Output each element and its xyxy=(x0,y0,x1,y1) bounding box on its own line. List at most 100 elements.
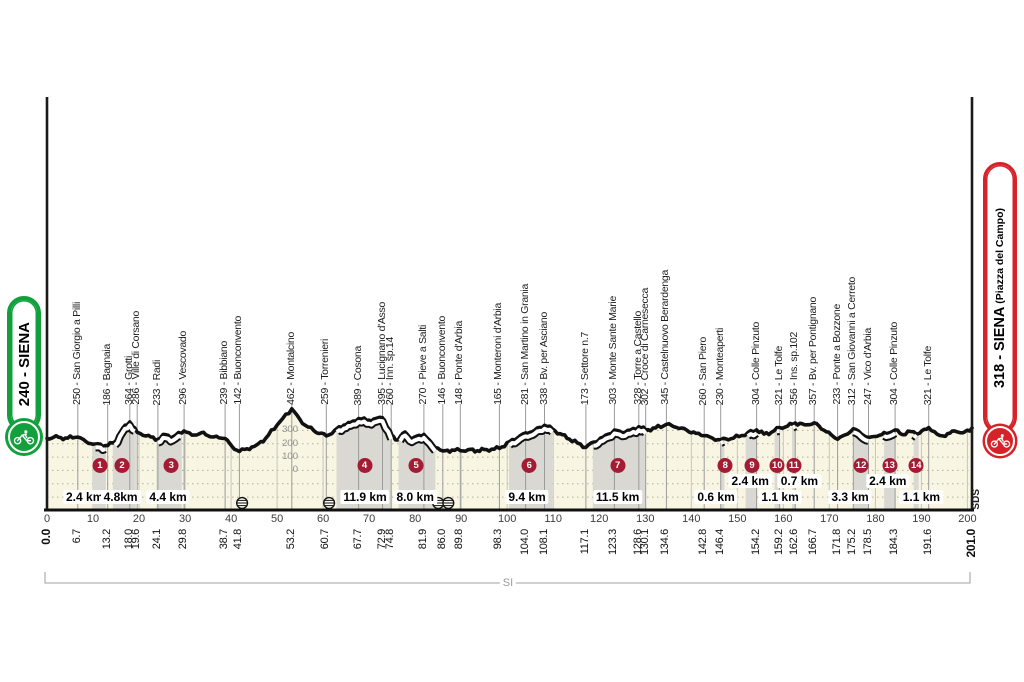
gravel-sector-overlay-gap xyxy=(95,445,106,452)
distance-label: 184.3 xyxy=(888,529,901,556)
axis-tick-label: 150 xyxy=(728,513,747,525)
gravel-sector-length: 1.1 km xyxy=(899,490,944,504)
axis-tick-label: 120 xyxy=(590,513,609,525)
distance-label: 81.9 xyxy=(416,529,429,550)
axis-tick-label: 160 xyxy=(774,513,793,525)
gravel-sector-overlay-gap xyxy=(746,431,758,438)
gravel-sector-length: 4.4 km xyxy=(146,490,190,504)
axis-tick-label: 100 xyxy=(498,513,517,525)
location-label: 146 - Buonconvento xyxy=(435,316,448,405)
gravel-sector-length: 0.7 km xyxy=(777,474,822,488)
location-label: 304 - Colle Pinzuto xyxy=(888,321,901,405)
finish-badge: 318 - SIENA (Piazza del Campo) xyxy=(983,162,1017,434)
gravel-sector-length: 2.4 km xyxy=(63,490,107,504)
feed-zone-icon xyxy=(442,496,455,510)
gravel-sector-number: 4 xyxy=(357,458,372,473)
distance-label: 74.8 xyxy=(384,529,397,550)
finish-badge-sub-text: (Piazza del Campo) xyxy=(994,207,1006,304)
distance-label: 53.2 xyxy=(284,529,297,550)
distance-label: 108.1 xyxy=(537,529,550,556)
gravel-sector-number: 3 xyxy=(163,458,179,473)
distance-label: 178.5 xyxy=(861,529,874,556)
gravel-sector-length: 11.9 km xyxy=(340,490,390,504)
axis-tick-label: 180 xyxy=(866,513,885,525)
axis-tick-label: 80 xyxy=(409,513,422,525)
gravel-sector-overlay-gap xyxy=(593,428,648,448)
gravel-sector-number: 14 xyxy=(908,458,924,473)
elevation-scale-label: 100 xyxy=(282,451,298,463)
gravel-sector-overlay-gap xyxy=(335,418,394,440)
distance-label: 142.8 xyxy=(697,529,710,556)
cyclist-glyph xyxy=(990,434,1010,448)
location-label: 281 - San Martino in Grania xyxy=(518,284,531,405)
gravel-sector-number: 9 xyxy=(744,458,760,473)
axis-tick-label: 50 xyxy=(270,513,284,525)
distance-label: 89.8 xyxy=(453,529,466,550)
gravel-sector-overlay-gap xyxy=(113,423,136,447)
elevation-profile-line xyxy=(45,407,974,454)
distance-label: 175.2 xyxy=(846,529,859,556)
location-label: 173 - Settore n.7 xyxy=(578,331,591,405)
location-label: 303 - Monte Sante Marie xyxy=(607,296,620,405)
gravel-sector-number: 13 xyxy=(882,458,898,473)
cyclist-glyph xyxy=(13,429,35,445)
location-label: 462 - Montalcino xyxy=(284,332,297,405)
gravel-sector-length: 3.3 km xyxy=(828,490,872,504)
distance-label: 130.1 xyxy=(638,529,651,556)
distance-label: 19.6 xyxy=(130,529,143,550)
distance-label: 146.4 xyxy=(713,529,726,556)
gravel-sector-overlay-gap xyxy=(852,430,869,443)
location-label: 296 - Vescovado xyxy=(177,331,190,405)
gravel-sector-overlay-gap xyxy=(508,426,554,447)
gravel-sector-overlay-gap xyxy=(791,424,797,430)
distance-label: 67.7 xyxy=(351,529,364,550)
gravel-sector-number: 5 xyxy=(408,458,424,473)
location-label: 286 - Ville di Corsano xyxy=(130,311,143,405)
gravel-sector-number: 10 xyxy=(769,458,785,473)
location-label: 356 - Ins. sp.102 xyxy=(788,331,801,405)
distance-label: 162.6 xyxy=(788,529,801,556)
elevation-scale-label: 0 xyxy=(292,464,298,476)
gravel-sector-length: 2.4 km xyxy=(866,474,910,488)
gravel-sector-overlays xyxy=(93,416,920,454)
distance-label: 60.7 xyxy=(319,529,332,550)
distance-label: 29.8 xyxy=(177,529,190,550)
gravel-sector-overlay-gap xyxy=(719,440,725,445)
distance-label: 104.0 xyxy=(518,529,531,556)
elevation-scale-label: 200 xyxy=(282,437,298,449)
axis-tick-label: 30 xyxy=(178,513,192,525)
axis-tick-label: 170 xyxy=(820,513,839,525)
distance-label: 0.0 xyxy=(39,529,53,545)
location-label: 357 - Bv. per Pontignano xyxy=(807,296,820,405)
axis-tick-label: 190 xyxy=(912,513,931,525)
distance-label: 166.7 xyxy=(807,529,820,556)
location-label: 239 - Bibbiano xyxy=(218,341,231,405)
start-badge: 240 - SIENA xyxy=(7,296,41,432)
distance-label: 201.0 xyxy=(964,529,978,558)
location-label: 389 - Cosona xyxy=(351,345,364,405)
axis-tick-label: 140 xyxy=(682,513,701,525)
location-label: 260 - Inn. sp.14 xyxy=(384,336,397,405)
distance-label: 41.8 xyxy=(232,529,245,550)
distance-label: 171.8 xyxy=(830,529,843,556)
distance-label: 24.1 xyxy=(150,529,163,550)
gravel-sector-length: 8.0 km xyxy=(393,490,437,504)
axis-tick-label: 10 xyxy=(86,513,100,525)
distance-label: 6.7 xyxy=(70,529,83,544)
distance-label: 191.6 xyxy=(921,529,934,556)
location-label: 321 - Le Tolfe xyxy=(921,345,934,405)
location-label: 148 - Ponte d'Arbia xyxy=(453,321,466,405)
gravel-sector-number: 6 xyxy=(521,458,537,473)
location-label: 247 - Vico d'Arbia xyxy=(861,328,874,405)
axis-tick-label: 0 xyxy=(43,513,51,525)
location-label: 233 - Radi xyxy=(150,359,163,405)
location-label: 270 - Pieve a Salti xyxy=(416,325,429,405)
location-label: 250 - San Giorgio a Pilli xyxy=(70,302,83,405)
province-label: SI xyxy=(499,577,517,589)
gravel-sector-number: 1 xyxy=(92,458,108,473)
gravel-sector-overlay-gap xyxy=(912,433,918,440)
location-label: 312 - San Giovanni a Cerreto xyxy=(846,276,859,405)
axis-tick-label: 90 xyxy=(455,513,468,525)
gravel-sector-length: 0.6 km xyxy=(694,490,738,504)
